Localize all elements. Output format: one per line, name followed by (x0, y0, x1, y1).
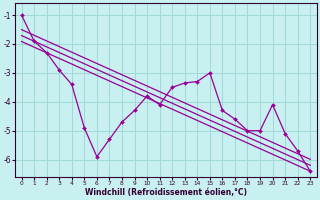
X-axis label: Windchill (Refroidissement éolien,°C): Windchill (Refroidissement éolien,°C) (85, 188, 247, 197)
